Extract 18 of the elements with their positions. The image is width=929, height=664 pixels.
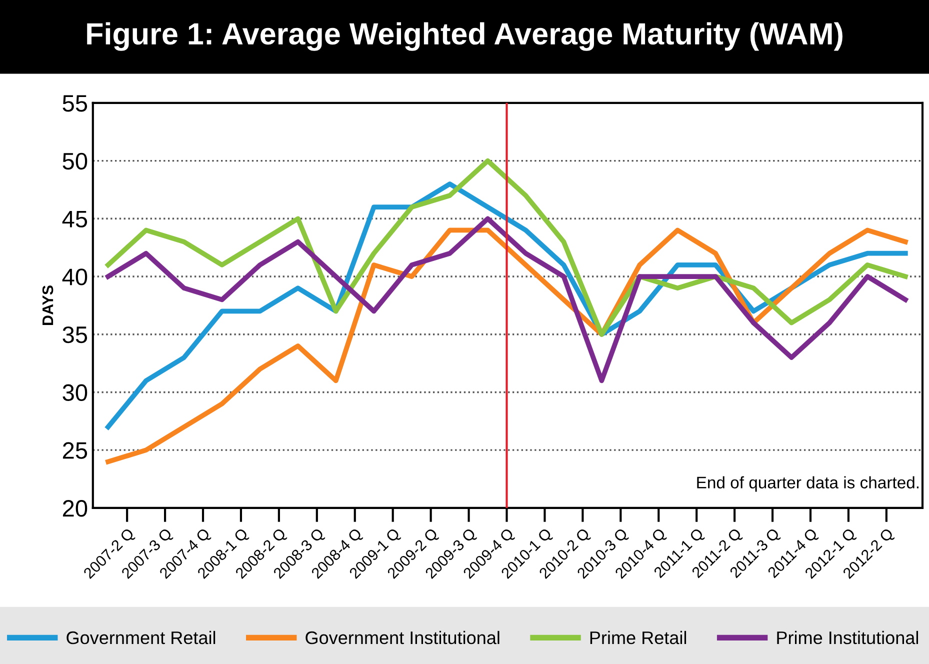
y-tick-label: 45 bbox=[62, 210, 88, 228]
line-series bbox=[106, 228, 908, 464]
y-tick-label: 50 bbox=[62, 152, 88, 170]
chart-title: Figure 1: Average Weighted Average Maturity (WAM) bbox=[87, 22, 842, 51]
y-tick-label: 30 bbox=[62, 384, 88, 402]
legend-label: Government Institutional bbox=[306, 630, 500, 644]
y-tick-label: 40 bbox=[62, 268, 88, 286]
legend-label: Government Retail bbox=[66, 630, 216, 644]
legend-label: Prime Institutional bbox=[777, 630, 918, 644]
y-axis-title: DAYS bbox=[42, 286, 54, 325]
y-tick-label: 55 bbox=[62, 95, 88, 112]
legend-label: Prime Retail bbox=[590, 630, 686, 644]
y-tick-label: 35 bbox=[62, 326, 88, 344]
line-series bbox=[106, 158, 908, 337]
annotation: End of quarter data is charted. bbox=[697, 476, 919, 492]
line-series bbox=[106, 216, 908, 384]
y-tick-label: 20 bbox=[62, 500, 88, 517]
y-tick-label: 25 bbox=[62, 442, 88, 459]
